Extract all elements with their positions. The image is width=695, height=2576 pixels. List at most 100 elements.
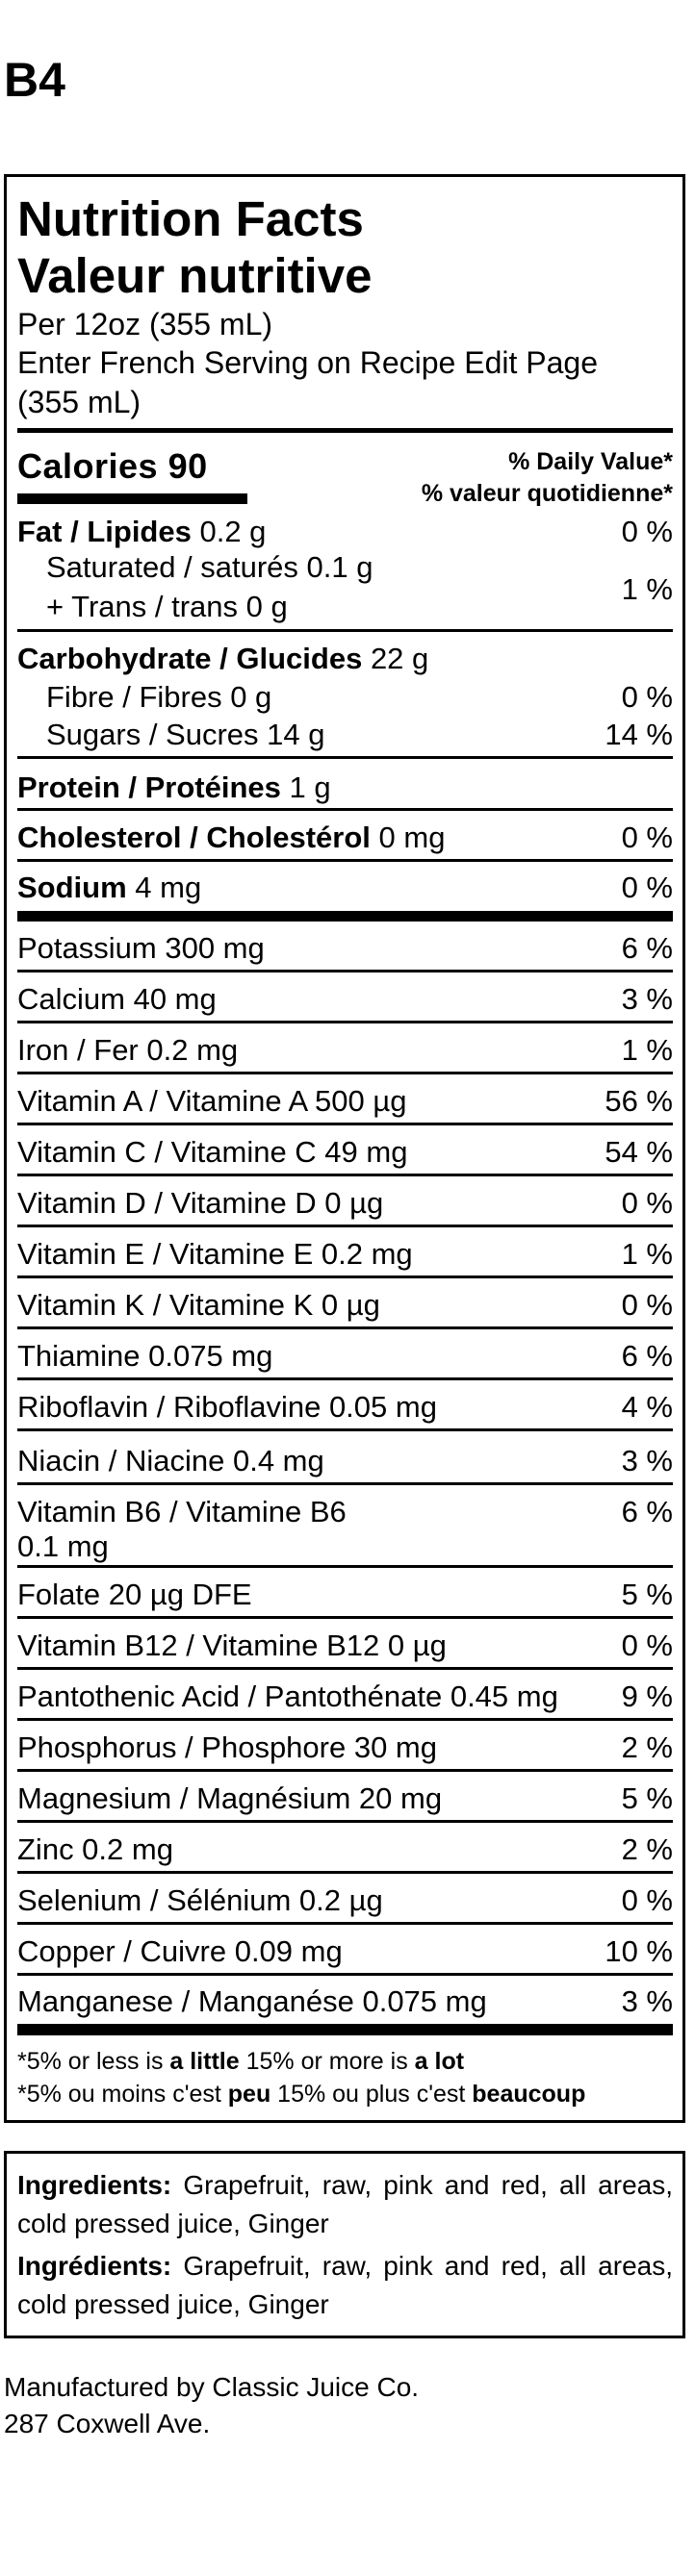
nutrient-dv: 10 %	[605, 1934, 673, 1968]
row-divider	[17, 1769, 673, 1772]
calories: Calories 90	[17, 446, 208, 486]
daily-value-heading-fr: % valeur quotidienne*	[421, 480, 673, 507]
row-divider	[17, 1174, 673, 1176]
nutrient-dv: 6 %	[621, 931, 673, 965]
ingredients-en: Ingredients: Grapefruit, raw, pink and r…	[17, 2166, 673, 2243]
fibre-row: Fibre / Fibres 0 g	[46, 680, 272, 714]
footnote-emphasis: beaucoup	[472, 2081, 586, 2108]
fat-dv: 0 %	[621, 515, 673, 548]
nutrient-label: Vitamin A / Vitamine A 500 µg	[17, 1084, 407, 1118]
protein-row: Protein / Protéines 1 g	[17, 772, 331, 802]
nutrient-dv: 0 %	[621, 1288, 673, 1322]
sodium-row: Sodium 4 mg	[17, 872, 201, 902]
nutrient-label: Folate 20 µg DFE	[17, 1578, 252, 1611]
footnote-en: *5% or less is a little 15% or more is a…	[17, 2050, 464, 2074]
manufacturer-name: Manufactured by Classic Juice Co.	[4, 2372, 420, 2402]
nutrient-dv: 1 %	[621, 1033, 673, 1067]
row-divider	[17, 756, 673, 759]
row-divider	[17, 1021, 673, 1023]
footnote-text: *5% or less is	[17, 2048, 170, 2075]
nutrient-label: Vitamin D / Vitamine D 0 µg	[17, 1186, 384, 1220]
row-divider	[17, 1871, 673, 1874]
ingredients-fr-label: Ingrédients:	[17, 2251, 172, 2281]
row-divider	[17, 859, 673, 862]
row-divider	[17, 1820, 673, 1823]
carbohydrate-amount: 22 g	[362, 642, 429, 675]
ingredients-en-text: Grapefruit, raw, pink and red, all areas…	[17, 2170, 673, 2238]
saturated-trans-dv: 1 %	[621, 572, 673, 606]
nutrient-dv: 4 %	[621, 1390, 673, 1424]
row-divider	[17, 1428, 673, 1431]
saturated-row: Saturated / saturés 0.1 g	[46, 550, 373, 584]
row-divider	[17, 1973, 673, 1976]
nutrient-dv: 0 %	[621, 1629, 673, 1662]
nutrient-label: Phosphorus / Phosphore 30 mg	[17, 1730, 437, 1764]
row-divider	[17, 1718, 673, 1721]
nutrient-label: Thiamine 0.075 mg	[17, 1339, 273, 1373]
daily-value-heading-en: % Daily Value*	[508, 448, 673, 475]
protein-amount: 1 g	[280, 770, 331, 804]
label-code: B4	[4, 53, 65, 107]
footnote-emphasis: a little	[169, 2048, 240, 2075]
header-rule	[17, 428, 673, 433]
row-divider	[17, 1123, 673, 1125]
nutrient-label: Vitamin K / Vitamine K 0 µg	[17, 1288, 380, 1322]
nutrient-dv: 5 %	[621, 1781, 673, 1815]
footnote-text: 15% ou plus c'est	[270, 2081, 473, 2108]
nutrient-label: Vitamin C / Vitamine C 49 mg	[17, 1135, 408, 1169]
nutrient-label: Manganese / Manganése 0.075 mg	[17, 1984, 487, 2018]
carbohydrate-label: Carbohydrate / Glucides	[17, 642, 363, 675]
nutrient-label: Zinc 0.2 mg	[17, 1832, 173, 1866]
serving-size-fr: Enter French Serving on Recipe Edit Page	[17, 345, 598, 380]
nutrient-dv: 9 %	[621, 1679, 673, 1713]
nutrient-label: Potassium 300 mg	[17, 931, 265, 965]
thick-divider	[17, 2024, 673, 2035]
sugars-dv: 14 %	[605, 718, 673, 751]
trans-row: + Trans / trans 0 g	[46, 590, 288, 623]
nutrient-label: Selenium / Sélénium 0.2 µg	[17, 1883, 383, 1917]
title-fr: Valeur nutritive	[17, 248, 373, 303]
footnote-emphasis: peu	[227, 2081, 271, 2108]
nutrient-label: Iron / Fer 0.2 mg	[17, 1033, 239, 1067]
nutrient-label: Riboflavin / Riboflavine 0.05 mg	[17, 1390, 437, 1424]
row-divider	[17, 1225, 673, 1227]
fibre-dv: 0 %	[621, 680, 673, 714]
cholesterol-row: Cholesterol / Cholestérol 0 mg	[17, 822, 445, 852]
nutrient-label: Niacin / Niacine 0.4 mg	[17, 1444, 324, 1477]
nutrient-dv: 0 %	[621, 1186, 673, 1220]
row-divider	[17, 1616, 673, 1619]
nutrient-label: Copper / Cuivre 0.09 mg	[17, 1934, 343, 1968]
row-divider	[17, 629, 673, 632]
footnote-text: *5% ou moins c'est	[17, 2081, 228, 2108]
row-divider	[17, 1565, 673, 1568]
cholesterol-label: Cholesterol / Cholestérol	[17, 821, 371, 854]
sodium-dv: 0 %	[621, 871, 673, 904]
row-divider	[17, 808, 673, 811]
ingredients-fr: Ingrédients: Grapefruit, raw, pink and r…	[17, 2247, 673, 2324]
row-divider	[17, 1922, 673, 1925]
nutrient-dv: 2 %	[621, 1730, 673, 1764]
thick-divider	[17, 911, 673, 922]
fat-label: Fat / Lipides	[17, 515, 192, 548]
nutrient-label: Vitamin B6 / Vitamine B6	[17, 1495, 347, 1528]
nutrient-label: Calcium 40 mg	[17, 982, 217, 1016]
row-divider	[17, 1326, 673, 1329]
ingredients-en-label: Ingredients:	[17, 2170, 172, 2200]
serving-size: Per 12oz (355 mL)	[17, 307, 273, 341]
nutrient-amount: 0.1 mg	[17, 1529, 109, 1563]
row-divider	[17, 1482, 673, 1485]
carbohydrate-row: Carbohydrate / Glucides 22 g	[17, 644, 428, 673]
serving-size-fr-amount: (355 mL)	[17, 385, 142, 419]
ingredients-fr-text: Grapefruit, raw, pink and red, all areas…	[17, 2251, 673, 2319]
nutrient-dv: 0 %	[621, 1883, 673, 1917]
row-divider	[17, 1667, 673, 1670]
row-divider	[17, 1072, 673, 1074]
row-divider	[17, 1377, 673, 1380]
nutrient-label: Pantothenic Acid / Pantothénate 0.45 mg	[17, 1679, 558, 1713]
row-divider	[17, 970, 673, 972]
cholesterol-dv: 0 %	[621, 821, 673, 854]
nutrient-dv: 3 %	[621, 982, 673, 1016]
fat-amount: 0.2 g	[191, 515, 267, 548]
nutrient-label: Vitamin B12 / Vitamine B12 0 µg	[17, 1629, 447, 1662]
fat-row: Fat / Lipides 0.2 g	[17, 517, 266, 546]
